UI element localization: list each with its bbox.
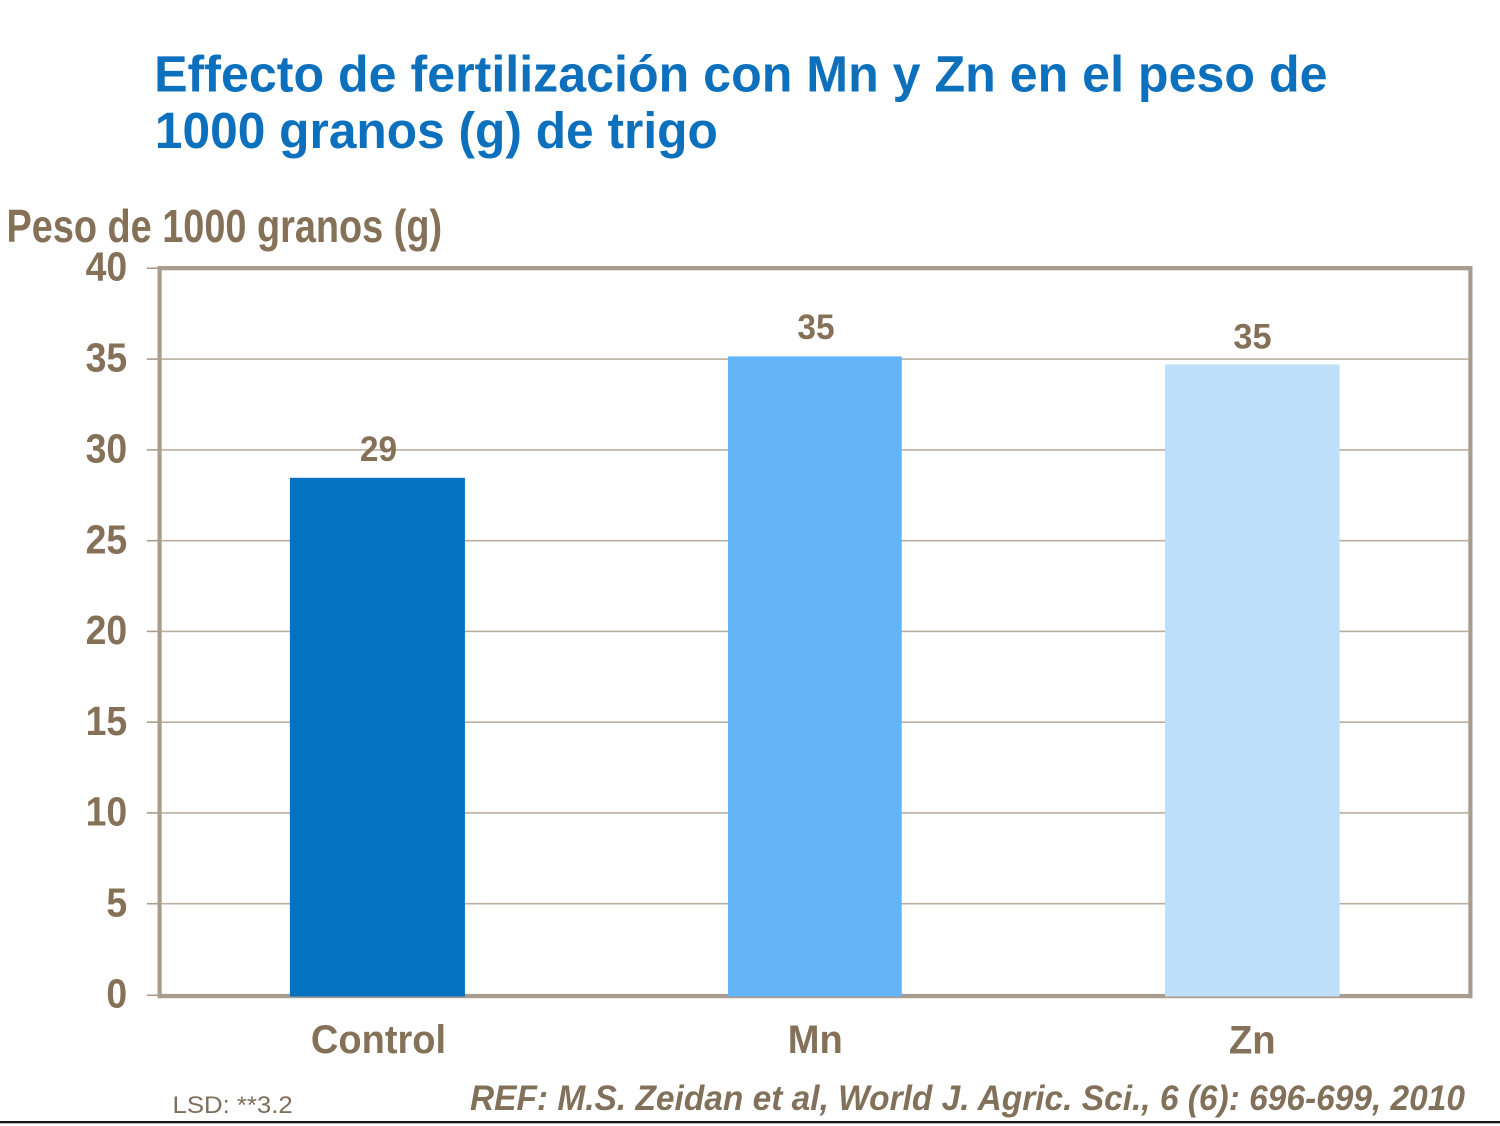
- svg-text:LSD: **3.2: LSD: **3.2: [173, 1092, 293, 1119]
- svg-text:5: 5: [106, 880, 127, 926]
- svg-text:Mn: Mn: [788, 1018, 843, 1062]
- svg-text:40: 40: [86, 243, 128, 289]
- svg-text:35: 35: [1233, 317, 1271, 357]
- svg-text:35: 35: [797, 307, 834, 347]
- svg-text:1000 granos (g) de trigo: 1000 granos (g) de trigo: [155, 102, 718, 159]
- svg-text:Zn: Zn: [1229, 1019, 1276, 1063]
- svg-text:20: 20: [86, 607, 128, 653]
- svg-text:0: 0: [106, 971, 127, 1017]
- svg-text:Effecto de fertilización con M: Effecto de fertilización con Mn y Zn en …: [154, 46, 1327, 103]
- svg-text:Control: Control: [311, 1018, 446, 1062]
- svg-text:Peso de 1000 granos (g): Peso de 1000 granos (g): [7, 200, 443, 252]
- svg-text:15: 15: [86, 698, 128, 744]
- svg-text:REF: M.S. Zeidan et al, World: REF: M.S. Zeidan et al, World J. Agric. …: [470, 1079, 1466, 1118]
- svg-text:30: 30: [86, 426, 128, 472]
- svg-text:10: 10: [86, 789, 128, 835]
- svg-text:29: 29: [360, 429, 397, 469]
- svg-text:25: 25: [86, 516, 128, 562]
- svg-text:35: 35: [86, 335, 128, 381]
